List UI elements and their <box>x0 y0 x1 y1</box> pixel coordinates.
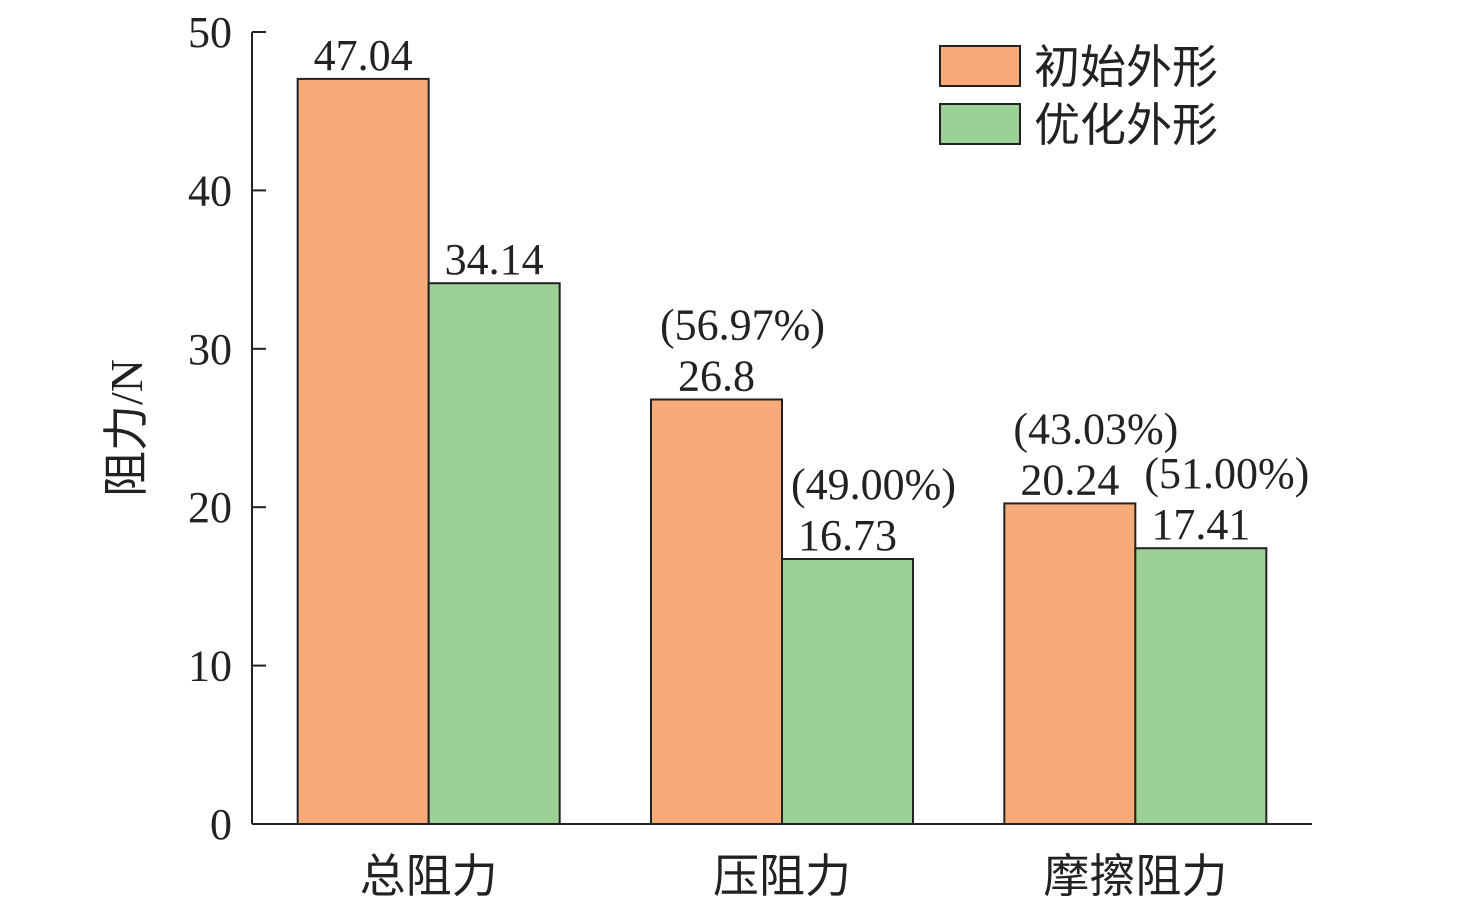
percent-label: (56.97%) <box>660 300 825 349</box>
y-tick-label: 40 <box>188 166 232 215</box>
legend-label: 优化外形 <box>1034 100 1218 151</box>
bars <box>296 77 1268 826</box>
x-tick-label: 摩擦阻力 <box>1043 851 1227 902</box>
bar <box>296 77 430 825</box>
bar <box>650 398 783 825</box>
x-axis: 总阻力 压阻力 摩擦阻力 <box>252 823 1312 902</box>
data-label: 20.24 <box>1020 455 1119 504</box>
bar <box>1003 502 1137 825</box>
percent-label: (49.00%) <box>791 460 956 509</box>
data-label: 17.41 <box>1151 500 1250 549</box>
y-axis-title: 阻力/N <box>101 359 152 497</box>
y-tick-label: 20 <box>188 483 232 532</box>
data-label: 26.8 <box>678 351 755 400</box>
data-label: 34.14 <box>445 235 544 284</box>
bar <box>1134 547 1268 825</box>
legend-swatch <box>939 45 1021 87</box>
data-label: 16.73 <box>798 511 897 560</box>
legend-swatch <box>939 103 1021 145</box>
y-tick-label: 30 <box>188 325 232 374</box>
percent-label: (51.00%) <box>1144 449 1309 498</box>
data-label: 47.04 <box>314 31 413 80</box>
bar <box>427 282 561 825</box>
data-labels: 47.04 34.14 26.8(56.97%) 16.73(49.00%) 20.24… <box>314 31 1310 560</box>
y-axis: 0 10 20 30 40 50 <box>188 8 266 849</box>
y-tick-label: 10 <box>188 642 232 691</box>
y-tick-label: 50 <box>188 8 232 57</box>
bar <box>781 557 914 826</box>
x-tick-label: 总阻力 <box>360 851 498 902</box>
percent-label: (43.03%) <box>1013 404 1178 453</box>
legend-label: 初始外形 <box>1034 42 1218 93</box>
x-tick-label: 压阻力 <box>713 851 851 902</box>
y-tick-label: 0 <box>210 800 232 849</box>
